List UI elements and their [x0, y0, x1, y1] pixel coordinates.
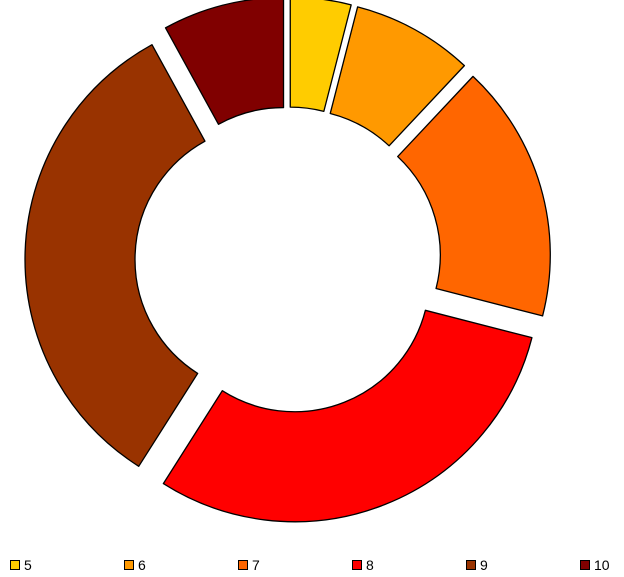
legend-swatch-7 [238, 560, 248, 570]
legend-swatch-10 [580, 560, 590, 570]
legend-label-9: 9 [480, 557, 488, 573]
slice-5[interactable] [289, 0, 352, 113]
legend-item-9[interactable]: 9 [466, 557, 488, 573]
legend-swatch-6 [124, 560, 134, 570]
legend-swatch-9 [466, 560, 476, 570]
legend-item-10[interactable]: 10 [580, 557, 610, 573]
legend-swatch-5 [10, 560, 20, 570]
legend-item-8[interactable]: 8 [352, 557, 374, 573]
slices-group [24, 0, 551, 523]
legend-item-6[interactable]: 6 [124, 557, 146, 573]
slice-9[interactable] [24, 44, 206, 467]
legend-item-5[interactable]: 5 [10, 557, 32, 573]
legend-label-7: 7 [252, 557, 260, 573]
slice-6[interactable] [329, 6, 466, 147]
slice-10[interactable] [164, 0, 285, 125]
legend-item-7[interactable]: 7 [238, 557, 260, 573]
legend-label-5: 5 [24, 557, 32, 573]
slice-8[interactable] [162, 309, 533, 523]
legend: 5 6 7 8 9 10 [0, 557, 624, 575]
slice-7[interactable] [397, 75, 551, 317]
legend-label-8: 8 [366, 557, 374, 573]
legend-label-10: 10 [594, 557, 610, 573]
legend-label-6: 6 [138, 557, 146, 573]
legend-swatch-8 [352, 560, 362, 570]
